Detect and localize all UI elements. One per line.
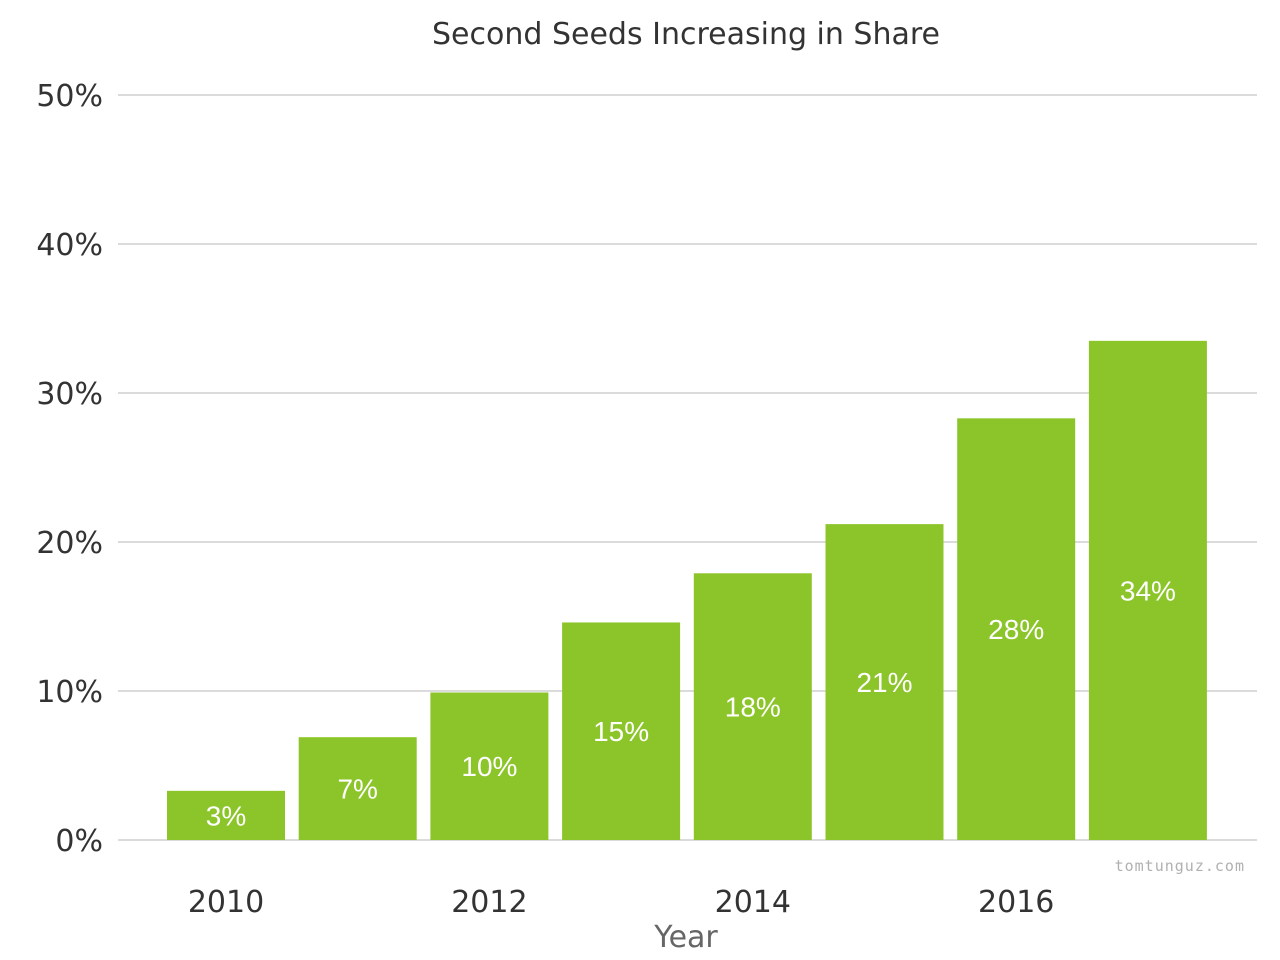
bar bbox=[825, 524, 944, 840]
data-label: 7% bbox=[337, 774, 377, 805]
bars bbox=[167, 340, 1207, 840]
bar bbox=[1088, 340, 1207, 840]
x-tick-label: 2014 bbox=[715, 885, 791, 920]
chart-title: Second Seeds Increasing in Share bbox=[432, 17, 940, 52]
bar bbox=[167, 790, 285, 840]
y-tick-label: 50% bbox=[36, 79, 103, 114]
gridlines bbox=[118, 94, 1257, 841]
y-tick-label: 10% bbox=[36, 675, 103, 710]
data-labels: 3% 7% 10% 15% 18% 21% 28% 34% bbox=[206, 575, 1176, 831]
y-tick-label: 30% bbox=[36, 377, 103, 412]
y-tick-label: 0% bbox=[55, 824, 103, 859]
data-label: 3% bbox=[206, 800, 246, 831]
x-tick-label: 2010 bbox=[188, 885, 264, 920]
x-axis-label: Year bbox=[653, 920, 718, 955]
bar bbox=[957, 418, 1076, 840]
y-axis-ticks: 0% 10% 20% 30% 40% 50% bbox=[36, 79, 103, 859]
data-label: 15% bbox=[593, 716, 649, 747]
x-tick-label: 2016 bbox=[978, 885, 1054, 920]
credit-watermark: tomtunguz.com bbox=[1115, 857, 1245, 875]
bar bbox=[298, 737, 417, 840]
x-tick-label: 2012 bbox=[451, 885, 527, 920]
bar bbox=[562, 622, 681, 840]
x-axis-ticks: 2010 2012 2014 2016 bbox=[188, 885, 1055, 920]
data-label: 34% bbox=[1120, 575, 1176, 606]
y-tick-label: 20% bbox=[36, 526, 103, 561]
bar bbox=[693, 573, 812, 840]
data-label: 21% bbox=[856, 667, 912, 698]
y-tick-label: 40% bbox=[36, 228, 103, 263]
data-label: 18% bbox=[725, 692, 781, 723]
data-label: 10% bbox=[461, 751, 517, 782]
data-label: 28% bbox=[988, 614, 1044, 645]
bar bbox=[430, 692, 549, 840]
